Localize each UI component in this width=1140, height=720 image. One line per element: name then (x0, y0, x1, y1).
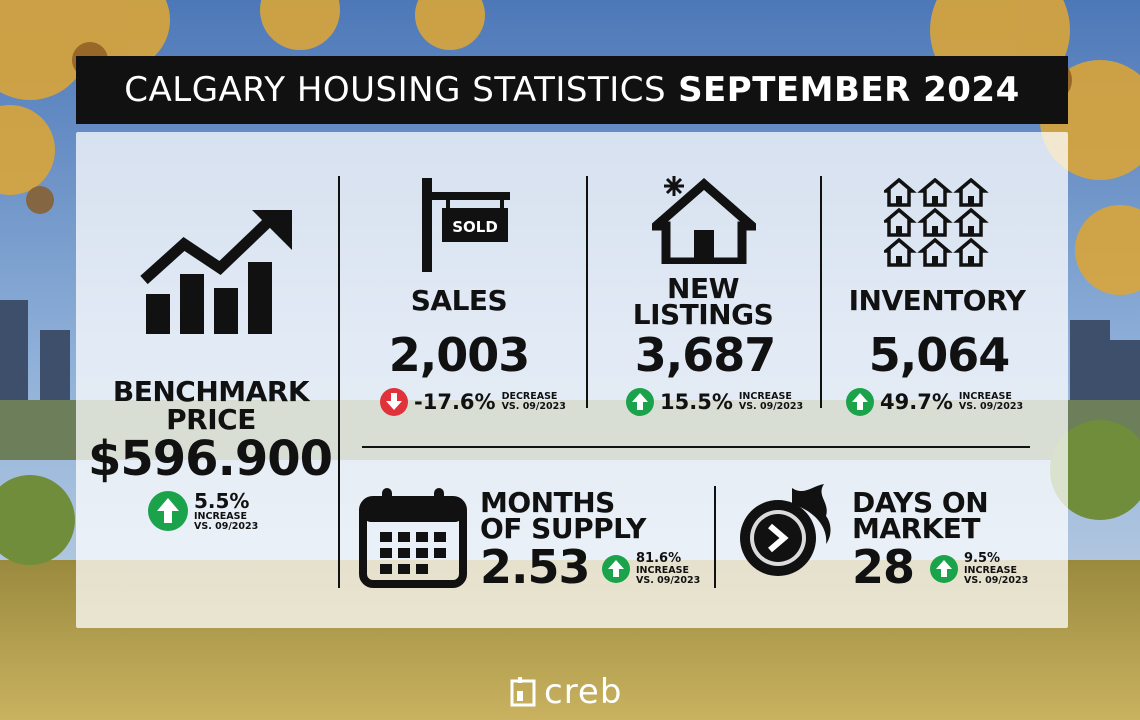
new-listings-label-2: LISTINGS (632, 298, 774, 331)
new-listings-pct: 15.5% (660, 390, 733, 414)
inventory-note-2: VS. 09/2023 (958, 401, 1024, 412)
calendar-icon (359, 488, 467, 588)
divider-left (338, 176, 340, 588)
inventory-pct: 49.7% (880, 390, 953, 414)
months-supply-note-1: INCREASE (636, 565, 689, 576)
months-supply-change: 81.6% INCREASE VS. 09/2023 (602, 552, 700, 586)
divider-horizontal (362, 446, 1030, 448)
benchmark-change: 5.5% INCREASE VS. 09/2023 (148, 490, 258, 532)
arrow-up-icon (148, 491, 188, 531)
chart-growth-icon (140, 210, 292, 334)
title-main: CALGARY HOUSING STATISTICS (124, 70, 667, 110)
inventory-value: 5,064 (868, 328, 1011, 382)
months-supply-label-2: OF SUPPLY (480, 512, 646, 545)
arrow-down-icon (380, 388, 408, 416)
inventory-note-1: INCREASE (958, 391, 1012, 402)
arrow-up-icon (846, 388, 874, 416)
sales-value: 2,003 (388, 328, 531, 382)
benchmark-block: BENCHMARK PRICE (96, 378, 326, 434)
months-supply-note-2: VS. 09/2023 (636, 575, 701, 586)
arrow-up-icon (602, 555, 630, 583)
title-date: SEPTEMBER 2024 (678, 70, 1020, 110)
sold-sign-icon (422, 178, 510, 272)
days-market-value: 28 (852, 540, 915, 594)
months-supply-pct: 81.6% (636, 551, 682, 566)
sales-pct: -17.6% (414, 390, 496, 414)
benchmark-label-2: PRICE (166, 403, 256, 436)
inventory-change: 49.7% INCREASE VS. 09/2023 (846, 388, 1023, 416)
arrow-up-icon (930, 555, 958, 583)
benchmark-value: $596.900 (87, 431, 333, 487)
arrow-up-icon (626, 388, 654, 416)
new-listings-note-1: INCREASE (738, 391, 792, 402)
new-listings-change: 15.5% INCREASE VS. 09/2023 (626, 388, 803, 416)
days-market-label-2: MARKET (852, 512, 981, 545)
days-market-note-1: INCREASE (964, 565, 1017, 576)
benchmark-note-2: VS. 09/2023 (194, 521, 259, 532)
new-listings-value: 3,687 (634, 328, 777, 382)
house-icon (652, 176, 756, 264)
sales-note-1: DECREASE (501, 391, 558, 402)
creb-logo-icon (510, 677, 536, 707)
new-listings-label: NEW LISTINGS (618, 272, 788, 331)
divider-sales-listings (586, 176, 588, 408)
sales-label: SALES (410, 284, 508, 317)
days-market-change: 9.5% INCREASE VS. 09/2023 (930, 552, 1028, 586)
benchmark-note-1: INCREASE (194, 511, 247, 522)
fast-clock-icon (740, 484, 831, 576)
sold-sign-text: SOLD (452, 218, 498, 236)
days-market-label-1: DAYS ON (852, 486, 989, 519)
new-listings-label-1: NEW (667, 272, 739, 305)
months-supply-label: MONTHS OF SUPPLY (480, 486, 646, 545)
inventory-label: INVENTORY (848, 284, 1026, 317)
benchmark-pct: 5.5% (194, 489, 250, 513)
houses-grid-icon (884, 178, 986, 267)
sales-change: -17.6% DECREASE VS. 09/2023 (380, 388, 566, 416)
new-listings-note-2: VS. 09/2023 (738, 401, 804, 412)
days-market-label: DAYS ON MARKET (852, 486, 989, 545)
days-market-pct: 9.5% (964, 551, 1001, 566)
creb-logo: creb (510, 672, 622, 712)
creb-logo-text: creb (544, 672, 623, 712)
benchmark-label-1: BENCHMARK (112, 375, 310, 408)
divider-bottom (714, 486, 716, 588)
months-supply-value: 2.53 (480, 540, 590, 594)
divider-listings-inventory (820, 176, 822, 408)
days-market-note-2: VS. 09/2023 (964, 575, 1029, 586)
months-supply-label-1: MONTHS (480, 486, 615, 519)
title-bar: CALGARY HOUSING STATISTICS SEPTEMBER 202… (76, 56, 1068, 124)
sales-note-2: VS. 09/2023 (501, 401, 566, 412)
